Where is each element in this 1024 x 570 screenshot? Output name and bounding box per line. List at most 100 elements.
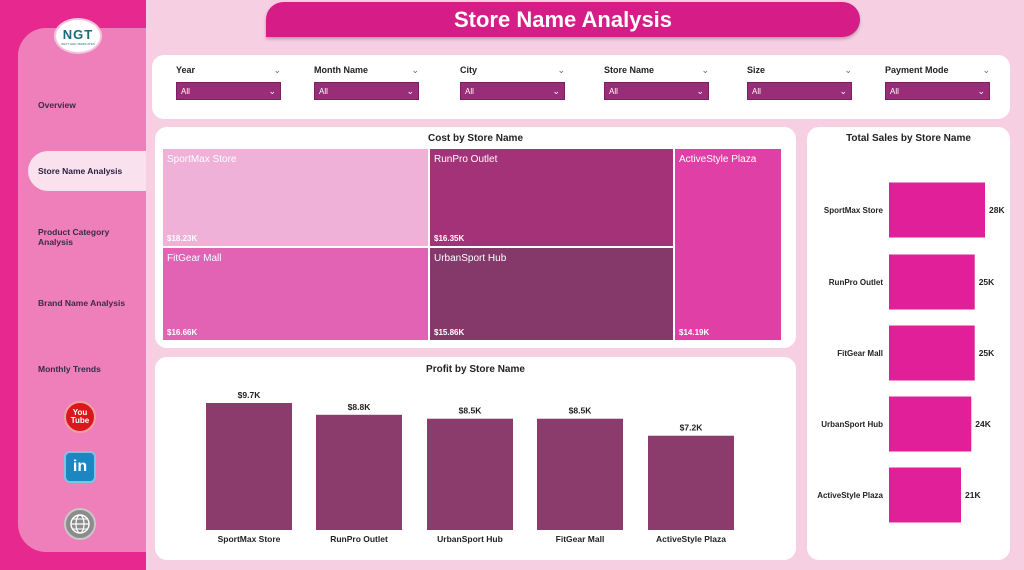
filter-payment-mode: Payment Mode ⌄ All ⌄ bbox=[885, 63, 990, 100]
sales-chart-panel: Total Sales by Store Name 28K SportMax St… bbox=[807, 127, 1010, 560]
filter-label: Size bbox=[747, 65, 766, 75]
sales-data-label: 25K bbox=[979, 348, 995, 358]
profit-category-label: SportMax Store bbox=[218, 534, 281, 544]
cost-treemap: SportMax Store $18.23K RunPro Outlet $16… bbox=[162, 148, 782, 341]
sidebar-item-label: Product Category Analysis bbox=[38, 227, 110, 247]
treemap-value: $14.19K bbox=[679, 328, 710, 337]
page-title-bar: Store Name Analysis bbox=[266, 2, 860, 37]
sales-chart-title: Total Sales by Store Name bbox=[846, 133, 971, 144]
chevron-down-icon[interactable]: ⌄ bbox=[411, 64, 419, 75]
treemap-label: FitGear Mall bbox=[167, 253, 222, 264]
sales-data-label: 21K bbox=[965, 490, 981, 500]
filter-label: Month Name bbox=[314, 65, 368, 75]
logo-subtext: NEXT GEN TEMPLATES bbox=[61, 41, 95, 46]
sales-data-label: 28K bbox=[989, 205, 1005, 215]
chevron-down-icon: ⌄ bbox=[839, 85, 847, 96]
filter-label: Payment Mode bbox=[885, 65, 949, 75]
cost-chart-title: Cost by Store Name bbox=[427, 133, 524, 144]
youtube-icon[interactable]: You Tube bbox=[64, 401, 96, 433]
select-value: All bbox=[319, 86, 328, 96]
chevron-down-icon: ⌄ bbox=[696, 85, 704, 96]
chevron-down-icon: ⌄ bbox=[268, 85, 276, 96]
filter-label: City bbox=[460, 65, 478, 75]
sales-category-label: UrbanSport Hub bbox=[821, 420, 883, 429]
page-title: Store Name Analysis bbox=[453, 6, 673, 32]
sales-data-label: 24K bbox=[975, 419, 991, 429]
profit-category-label: RunPro Outlet bbox=[330, 534, 388, 544]
linkedin-label: in bbox=[72, 458, 88, 475]
sales-bar[interactable] bbox=[889, 254, 975, 310]
profit-bar[interactable] bbox=[537, 418, 623, 530]
chevron-down-icon: ⌄ bbox=[406, 85, 414, 96]
store-name-select[interactable]: All ⌄ bbox=[604, 82, 709, 100]
treemap-value: $15.86K bbox=[434, 328, 465, 337]
sidebar-item-label: Overview bbox=[38, 100, 76, 110]
sales-bar[interactable] bbox=[889, 467, 961, 523]
filter-city: City ⌄ All ⌄ bbox=[460, 63, 565, 100]
sidebar-item-product-category-analysis[interactable]: Product Category Analysis bbox=[18, 217, 146, 257]
globe-icon[interactable] bbox=[64, 508, 96, 540]
youtube-label: You Tube bbox=[70, 408, 90, 425]
profit-data-label: $8.8K bbox=[348, 402, 372, 412]
sidebar-item-label: Store Name Analysis bbox=[38, 166, 123, 176]
profit-chart-title: Profit by Store Name bbox=[426, 364, 525, 375]
profit-bar[interactable] bbox=[427, 418, 513, 530]
chevron-down-icon[interactable]: ⌄ bbox=[701, 64, 709, 75]
year-select[interactable]: All ⌄ bbox=[176, 82, 281, 100]
sales-category-label: ActiveStyle Plaza bbox=[817, 491, 883, 500]
cost-treemap-panel: Cost by Store Name SportMax Store $18.23… bbox=[155, 127, 796, 348]
profit-category-label: ActiveStyle Plaza bbox=[656, 534, 726, 544]
sales-category-label: FitGear Mall bbox=[837, 349, 883, 358]
sales-category-label: SportMax Store bbox=[824, 206, 884, 215]
treemap-cell-fitgear-mall[interactable]: FitGear Mall $16.66K bbox=[162, 247, 429, 341]
profit-category-label: UrbanSport Hub bbox=[437, 534, 503, 544]
treemap-value: $16.35K bbox=[434, 234, 465, 243]
linkedin-icon[interactable]: in bbox=[64, 451, 96, 483]
sidebar-item-label: Monthly Trends bbox=[38, 364, 101, 374]
select-value: All bbox=[465, 86, 474, 96]
sidebar-item-store-name-analysis[interactable]: Store Name Analysis bbox=[28, 151, 146, 191]
chevron-down-icon[interactable]: ⌄ bbox=[557, 64, 565, 75]
sidebar bbox=[0, 0, 146, 570]
filter-label: Year bbox=[176, 65, 196, 75]
profit-bar[interactable] bbox=[206, 403, 292, 530]
filter-year: Year ⌄ All ⌄ bbox=[176, 63, 281, 100]
sidebar-item-brand-name-analysis[interactable]: Brand Name Analysis bbox=[18, 283, 146, 323]
treemap-value: $16.66K bbox=[167, 328, 198, 337]
sales-bar[interactable] bbox=[889, 182, 985, 238]
city-select[interactable]: All ⌄ bbox=[460, 82, 565, 100]
globe-glyph bbox=[70, 514, 90, 534]
profit-data-label: $8.5K bbox=[459, 406, 483, 416]
month-name-select[interactable]: All ⌄ bbox=[314, 82, 419, 100]
sales-data-label: 25K bbox=[979, 277, 995, 287]
filter-store-name: Store Name ⌄ All ⌄ bbox=[604, 63, 709, 100]
sidebar-item-monthly-trends[interactable]: Monthly Trends bbox=[18, 349, 146, 389]
chevron-down-icon[interactable]: ⌄ bbox=[844, 64, 852, 75]
logo-text: NGT bbox=[62, 26, 94, 42]
treemap-cell-urbansport-hub[interactable]: UrbanSport Hub $15.86K bbox=[429, 247, 674, 341]
chevron-down-icon[interactable]: ⌄ bbox=[273, 64, 281, 75]
sidebar-item-overview[interactable]: Overview bbox=[18, 85, 146, 125]
payment-mode-select[interactable]: All ⌄ bbox=[885, 82, 990, 100]
size-select[interactable]: All ⌄ bbox=[747, 82, 852, 100]
treemap-label: UrbanSport Hub bbox=[434, 253, 507, 264]
chevron-down-icon: ⌄ bbox=[977, 85, 985, 96]
profit-chart-panel: Profit by Store Name $9.7K SportMax Store… bbox=[155, 357, 796, 560]
sales-category-label: RunPro Outlet bbox=[829, 278, 884, 287]
sales-bar[interactable] bbox=[889, 396, 972, 452]
profit-bar[interactable] bbox=[316, 414, 402, 530]
chevron-down-icon: ⌄ bbox=[552, 85, 560, 96]
filter-label: Store Name bbox=[604, 65, 655, 75]
sales-bar[interactable] bbox=[889, 325, 975, 381]
chevron-down-icon[interactable]: ⌄ bbox=[982, 64, 990, 75]
treemap-cell-activestyle-plaza[interactable]: ActiveStyle Plaza $14.19K bbox=[674, 148, 782, 341]
treemap-cell-sportmax-store[interactable]: SportMax Store $18.23K bbox=[162, 148, 429, 247]
logo: NGT NEXT GEN TEMPLATES bbox=[54, 18, 102, 54]
profit-bar[interactable] bbox=[648, 435, 734, 530]
profit-category-label: FitGear Mall bbox=[556, 534, 605, 544]
select-value: All bbox=[890, 86, 899, 96]
treemap-cell-runpro-outlet[interactable]: RunPro Outlet $16.35K bbox=[429, 148, 674, 247]
profit-bar-chart: $9.7K SportMax Store $8.8K RunPro Outlet $8.… bbox=[206, 390, 734, 544]
sidebar-item-label: Brand Name Analysis bbox=[38, 298, 126, 308]
filter-month-name: Month Name ⌄ All ⌄ bbox=[314, 63, 419, 100]
